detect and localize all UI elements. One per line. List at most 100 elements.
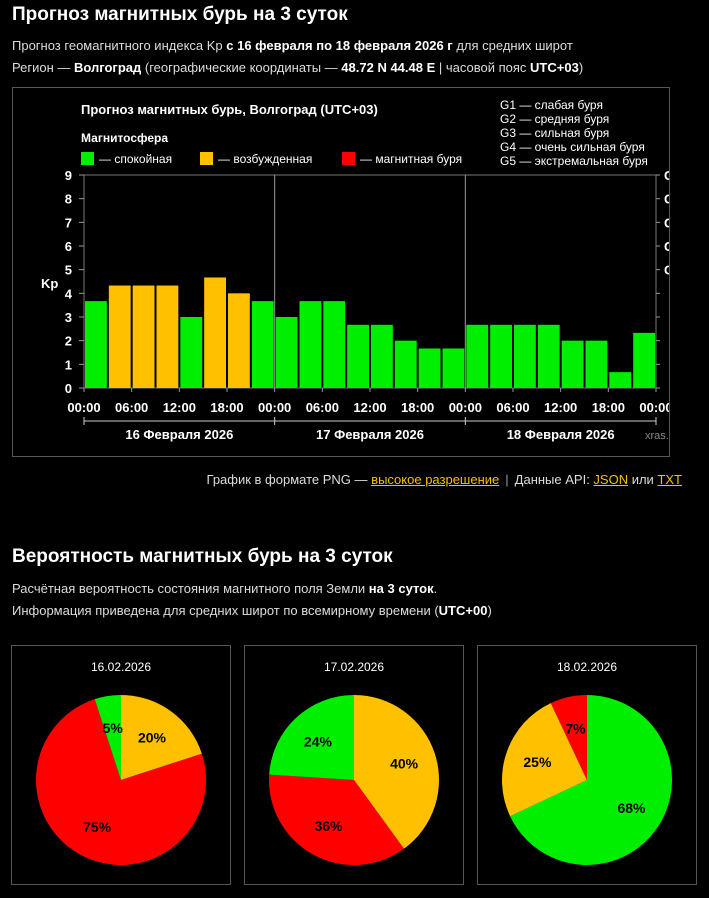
pie-slice-label: 68% [617,800,646,816]
probability-line-2: Информация приведена для средних широт п… [12,603,492,618]
x-tick-label: 12:00 [544,400,577,415]
legend-swatch [200,152,213,165]
pie-slice [269,774,404,865]
x-tick-label: 18:00 [210,400,243,415]
links-divider: | [505,472,509,487]
subtitle-suffix: для средних широт [452,38,573,53]
forecast-subtitle: Прогноз геомагнитного индекса Kp с 16 фе… [12,38,573,53]
y-tick-label: 1 [65,357,72,372]
pie-slice [502,703,587,817]
high-res-link[interactable]: высокое разрешение [371,472,500,487]
pie-slice [510,695,672,865]
x-tick-label: 00:00 [258,400,291,415]
pie-slice-label: 7% [565,721,586,737]
json-link[interactable]: JSON [593,472,629,487]
watermark: xras.ru [645,430,669,442]
pie-card-2: 17.02.2026 40% 36% 24% [244,645,464,885]
legend-title: Магнитосфера [81,131,168,145]
g-legend-item: G2 — средняя буря [500,112,609,126]
tz-prefix: | часовой пояс [435,60,531,75]
g-scale-label: G4 [664,192,669,207]
day-label: 16 Февраля 2026 [125,427,233,442]
coords-value: 48.72 N 44.48 E [341,60,436,75]
kp-bar [418,348,441,388]
pie-slice [36,699,206,865]
x-tick-label: 18:00 [401,400,434,415]
pie-slice-label: 25% [523,754,552,770]
legend-swatch [342,152,355,165]
date-range: с 16 февраля по 18 февраля 2026 г [226,38,453,53]
y-axis-label: Kp [41,276,58,291]
g-scale-label: G3 [664,215,669,230]
kp-bar [204,277,226,388]
subtitle-prefix: Прогноз геомагнитного индекса Kp [12,38,227,53]
kp-bar [275,317,298,388]
y-tick-label: 4 [65,286,73,301]
pie-card-1: 16.02.2026 20% 75% 5% [11,645,231,885]
pie-slice-label: 20% [138,729,167,745]
probability-pie-2: 40% 36% 24% [269,695,439,865]
g-scale-label: G2 [664,239,669,254]
pie-slice [269,695,354,780]
kp-bar [347,324,369,388]
prob-line1-prefix: Расчётная вероятность состояния магнитно… [12,581,369,596]
kp-bar [466,324,489,388]
prob-line2-suffix: ) [487,603,492,618]
pie-slice-label: 75% [83,819,112,835]
txt-link[interactable]: TXT [657,472,682,487]
x-tick-label: 06:00 [306,400,339,415]
prob-line2-prefix: Информация приведена для средних широт п… [12,603,439,618]
kp-bar [251,301,274,388]
prob-line2-bold: UTC+00 [438,603,488,618]
day-label: 18 Февраля 2026 [507,427,615,442]
legend-label: — спокойная [99,152,172,166]
pie-slice [94,695,121,780]
pie-slice-label: 5% [103,720,124,736]
x-tick-label: 00:00 [449,400,482,415]
or-text: или [628,472,658,487]
kp-bar [633,332,655,388]
pie-date: 18.02.2026 [556,660,618,674]
y-tick-label: 8 [65,192,72,207]
y-tick-label: 0 [65,381,72,396]
probability-line-1: Расчётная вероятность состояния магнитно… [12,581,437,596]
g-legend-item: G3 — сильная буря [500,126,609,140]
x-tick-label: 12:00 [353,400,386,415]
kp-bar [537,324,560,388]
day-label: 17 Февраля 2026 [316,427,424,442]
chart-title: Прогноз магнитных бурь, Волгоград (UTC+0… [81,102,378,117]
g-scale-label: G1 [664,263,669,278]
kp-bar [442,348,465,388]
kp-bar [490,324,512,388]
legend-label: — возбужденная [218,152,312,166]
legend-label: — магнитная буря [360,152,462,166]
kp-forecast-chart: Прогноз магнитных бурь, Волгоград (UTC+0… [41,98,682,442]
region-prefix: Регион — [12,60,74,75]
x-tick-label: 00:00 [639,400,669,415]
y-tick-label: 2 [65,334,72,349]
g-legend-item: G5 — экстремальная буря [500,154,648,168]
kp-bar [371,324,393,388]
kp-bar [514,324,536,388]
kp-bar [561,340,584,388]
region-suffix: ) [578,60,584,75]
kp-bar [132,285,155,388]
probability-pie-3: 68% 25% 7% [502,695,672,865]
png-prefix: График в формате PNG — [206,472,372,487]
pie-slice-label: 36% [315,818,344,834]
x-tick-label: 12:00 [163,400,196,415]
x-tick-label: 00:00 [67,400,100,415]
pie-card-3: 18.02.2026 68% 25% 7% [477,645,697,885]
region-name: Волгоград [73,60,142,75]
x-tick-label: 06:00 [496,400,529,415]
pie-slice-label: 40% [390,756,419,772]
pie-slice [121,695,202,780]
kp-bar [85,301,107,388]
coords-prefix: (географические координаты — [141,60,342,75]
y-tick-label: 3 [65,310,72,325]
probability-pie-1: 20% 75% 5% [36,695,206,865]
y-tick-label: 5 [65,263,72,278]
y-tick-label: 7 [65,215,72,230]
pie-date: 17.02.2026 [323,660,385,674]
legend-swatch [81,152,94,165]
